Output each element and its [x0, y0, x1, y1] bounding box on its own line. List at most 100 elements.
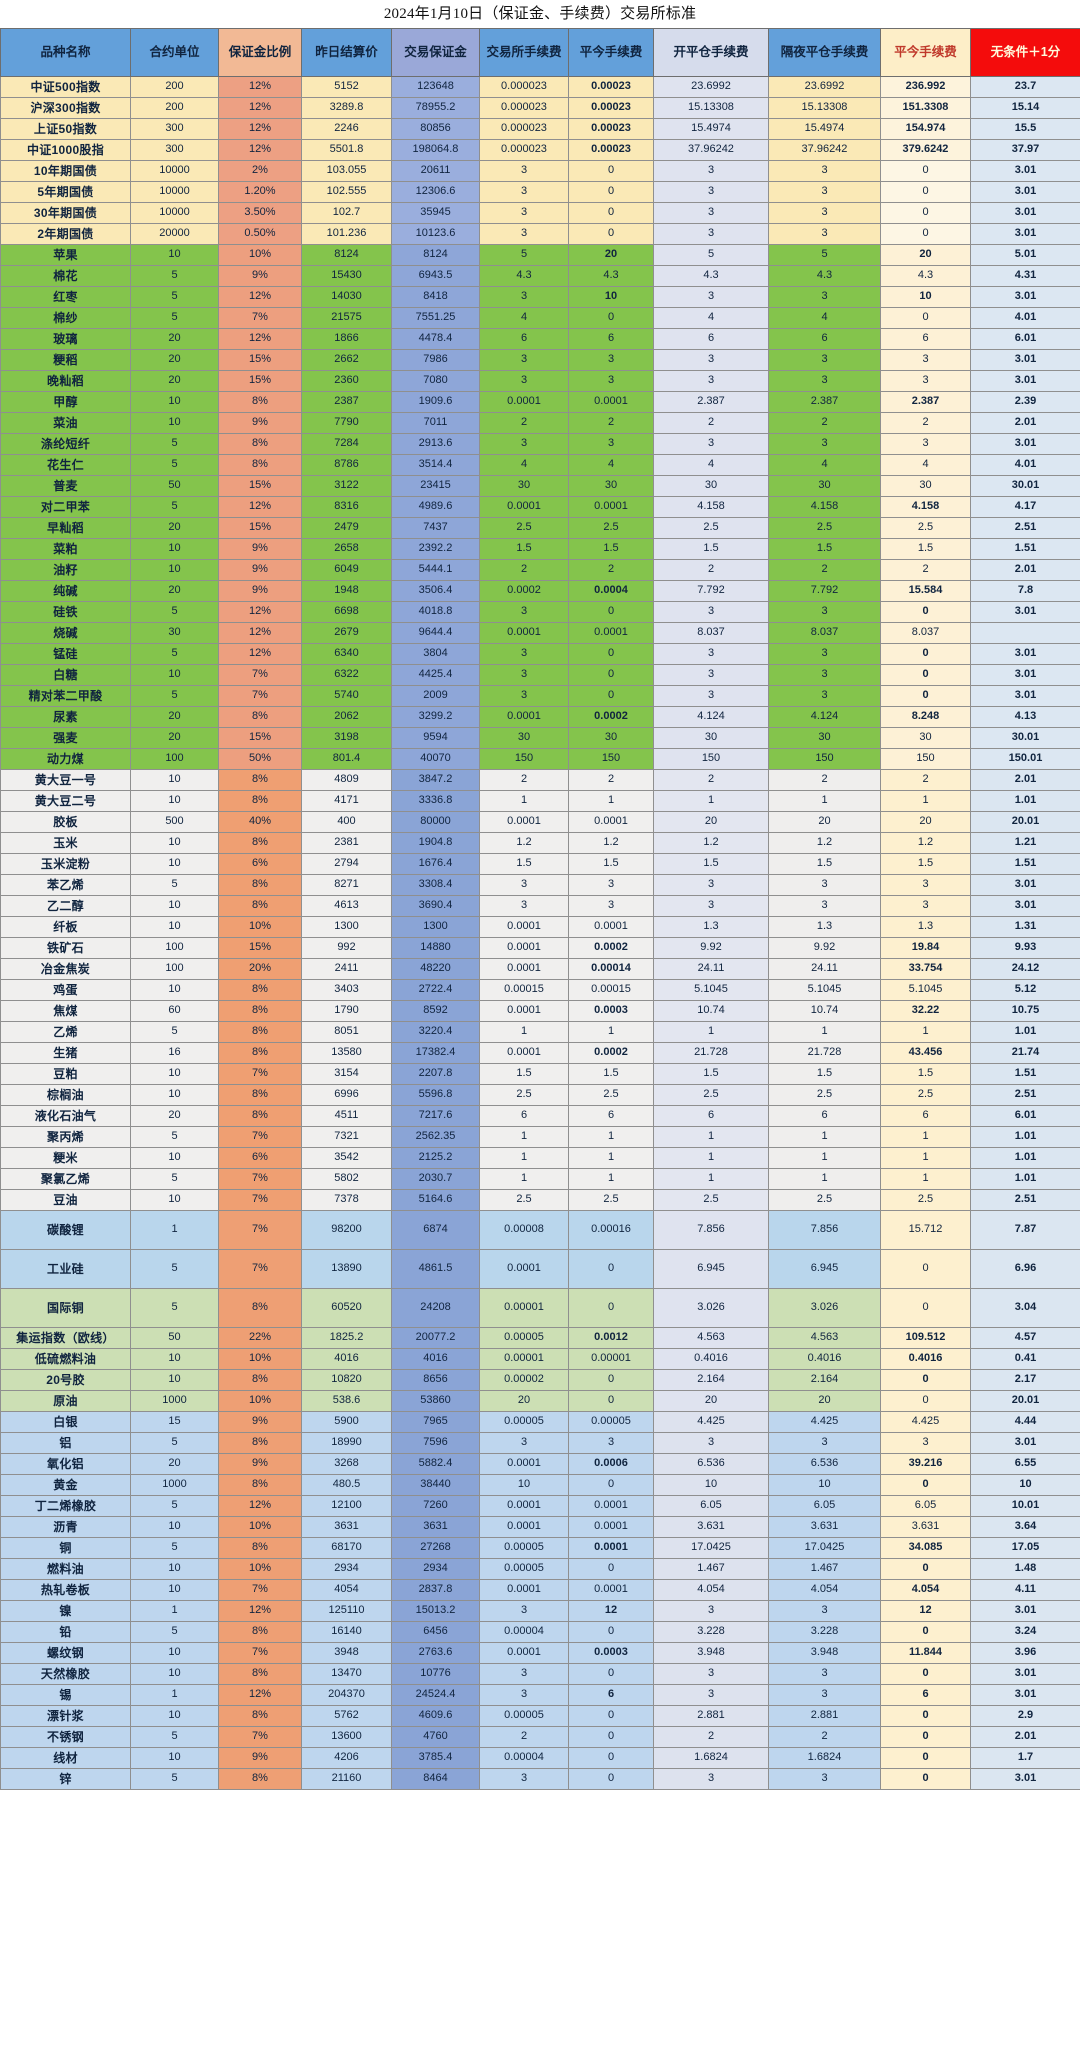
table-row[interactable]: 天然橡胶 10 8% 13470 10776 3 0 3 3 0 3.01 — [0, 1663, 1080, 1685]
table-row[interactable]: 燃料油 10 10% 2934 2934 0.00005 0 1.467 1.467 0 1.48 — [0, 1558, 1080, 1580]
table-row[interactable]: 集运指数（欧线） 50 22% 1825.2 20077.2 0.00005 0.0012 4… — [0, 1327, 1080, 1349]
table-row[interactable]: 锌 5 8% 21160 8464 3 0 3 3 0 3.01 — [0, 1768, 1080, 1790]
table-row[interactable]: 普麦 50 15% 3122 23415 30 30 30 30 30 30.01 — [0, 475, 1080, 497]
table-row[interactable]: 螺纹钢 10 7% 3948 2763.6 0.0001 0.0003 3.948 3.948 1… — [0, 1642, 1080, 1664]
table-row[interactable]: 对二甲苯 5 12% 8316 4989.6 0.0001 0.0001 4.158 4.158… — [0, 496, 1080, 518]
table-row[interactable]: 油籽 10 9% 6049 5444.1 2 2 2 2 2 2.01 — [0, 559, 1080, 581]
table-row[interactable]: 液化石油气 20 8% 4511 7217.6 6 6 6 6 6 6.01 — [0, 1105, 1080, 1127]
column-header-7[interactable]: 开平仓手续费 — [653, 28, 769, 77]
table-row[interactable]: 乙烯 5 8% 8051 3220.4 1 1 1 1 1 1.01 — [0, 1021, 1080, 1043]
table-row[interactable]: 聚氯乙烯 5 7% 5802 2030.7 1 1 1 1 1 1.01 — [0, 1168, 1080, 1190]
table-row[interactable]: 中证500指数 200 12% 5152 123648 0.000023 0.00023 23… — [0, 76, 1080, 98]
table-row[interactable]: 镍 1 12% 125110 15013.2 3 12 3 3 12 3.01 — [0, 1600, 1080, 1622]
table-row[interactable]: 上证50指数 300 12% 2246 80856 0.000023 0.00023 15.4… — [0, 118, 1080, 140]
table-row[interactable]: 菜油 10 9% 7790 7011 2 2 2 2 2 2.01 — [0, 412, 1080, 434]
table-row[interactable]: 不锈钢 5 7% 13600 4760 2 0 2 2 0 2.01 — [0, 1726, 1080, 1748]
column-header-8[interactable]: 隔夜平仓手续费 — [768, 28, 881, 77]
table-row[interactable]: 工业硅 5 7% 13890 4861.5 0.0001 0 6.945 6.945 0 6.96 — [0, 1249, 1080, 1289]
table-row[interactable]: 玻璃 20 12% 1866 4478.4 6 6 6 6 6 6.01 — [0, 328, 1080, 350]
table-row[interactable]: 棕榈油 10 8% 6996 5596.8 2.5 2.5 2.5 2.5 2.5 2.51 — [0, 1084, 1080, 1106]
data-cell-c6: 0.0001 — [568, 1495, 654, 1517]
table-row[interactable]: 晚籼稻 20 15% 2360 7080 3 3 3 3 3 3.01 — [0, 370, 1080, 392]
table-row[interactable]: 强麦 20 15% 3198 9594 30 30 30 30 30 30.01 — [0, 727, 1080, 749]
table-row[interactable]: 早籼稻 20 15% 2479 7437 2.5 2.5 2.5 2.5 2.5 2.51 — [0, 517, 1080, 539]
column-header-6[interactable]: 平今手续费 — [568, 28, 654, 77]
table-row[interactable]: 甲醇 10 8% 2387 1909.6 0.0001 0.0001 2.387 2.387 2.… — [0, 391, 1080, 413]
data-cell-c8: 3.026 — [768, 1288, 881, 1328]
data-cell-c6: 0 — [568, 160, 654, 182]
table-row[interactable]: 硅铁 5 12% 6698 4018.8 3 0 3 3 0 3.01 — [0, 601, 1080, 623]
data-cell-c7: 20 — [653, 1390, 769, 1412]
table-row[interactable]: 苹果 10 10% 8124 8124 5 20 5 5 20 5.01 — [0, 244, 1080, 266]
table-row[interactable]: 纯碱 20 9% 1948 3506.4 0.0002 0.0004 7.792 7.792 15… — [0, 580, 1080, 602]
table-row[interactable]: 尿素 20 8% 2062 3299.2 0.0001 0.0002 4.124 4.124 8.… — [0, 706, 1080, 728]
column-header-2[interactable]: 保证金比例 — [218, 28, 302, 77]
table-row[interactable]: 5年期国债 10000 1.20% 102.555 12306.6 3 0 3 3 0 3.01 — [0, 181, 1080, 203]
table-row[interactable]: 黄大豆二号 10 8% 4171 3336.8 1 1 1 1 1 1.01 — [0, 790, 1080, 812]
column-header-3[interactable]: 昨日结算价 — [301, 28, 392, 77]
table-row[interactable]: 花生仁 5 8% 8786 3514.4 4 4 4 4 4 4.01 — [0, 454, 1080, 476]
table-row[interactable]: 豆油 10 7% 7378 5164.6 2.5 2.5 2.5 2.5 2.5 2.51 — [0, 1189, 1080, 1211]
table-row[interactable]: 棉纱 5 7% 21575 7551.25 4 0 4 4 0 4.01 — [0, 307, 1080, 329]
table-row[interactable]: 棉花 5 9% 15430 6943.5 4.3 4.3 4.3 4.3 4.3 4.31 — [0, 265, 1080, 287]
table-row[interactable]: 原油 1000 10% 538.6 53860 20 0 20 20 0 20.01 — [0, 1390, 1080, 1412]
table-row[interactable]: 氧化铝 20 9% 3268 5882.4 0.0001 0.0006 6.536 6.536 3… — [0, 1453, 1080, 1475]
table-row[interactable]: 国际铜 5 8% 60520 24208 0.00001 0 3.026 3.026 0 3.04 — [0, 1288, 1080, 1328]
table-row[interactable]: 锰硅 5 12% 6340 3804 3 0 3 3 0 3.01 — [0, 643, 1080, 665]
table-row[interactable]: 2年期国债 20000 0.50% 101.236 10123.6 3 0 3 3 0 3.01 — [0, 223, 1080, 245]
table-row[interactable]: 铅 5 8% 16140 6456 0.00004 0 3.228 3.228 0 3.24 — [0, 1621, 1080, 1643]
table-row[interactable]: 沥青 10 10% 3631 3631 0.0001 0.0001 3.631 3.631 3.6… — [0, 1516, 1080, 1538]
data-cell-c6: 0.0012 — [568, 1327, 654, 1349]
table-row[interactable]: 热轧卷板 10 7% 4054 2837.8 0.0001 0.0001 4.054 4.054… — [0, 1579, 1080, 1601]
table-row[interactable]: 菜粕 10 9% 2658 2392.2 1.5 1.5 1.5 1.5 1.5 1.51 — [0, 538, 1080, 560]
table-row[interactable]: 锡 1 12% 204370 24524.4 3 6 3 3 6 3.01 — [0, 1684, 1080, 1706]
table-row[interactable]: 苯乙烯 5 8% 8271 3308.4 3 3 3 3 3 3.01 — [0, 874, 1080, 896]
table-row[interactable]: 白糖 10 7% 6322 4425.4 3 0 3 3 0 3.01 — [0, 664, 1080, 686]
table-row[interactable]: 焦煤 60 8% 1790 8592 0.0001 0.0003 10.74 10.74 32.2… — [0, 1000, 1080, 1022]
table-row[interactable]: 30年期国债 10000 3.50% 102.7 35945 3 0 3 3 0 3.01 — [0, 202, 1080, 224]
data-cell-c8: 3 — [768, 433, 881, 455]
table-row[interactable]: 10年期国债 10000 2% 103.055 20611 3 0 3 3 0 3.01 — [0, 160, 1080, 182]
data-cell-c7: 37.96242 — [653, 139, 769, 161]
table-row[interactable]: 低硫燃料油 10 10% 4016 4016 0.00001 0.00001 0.4016 0.… — [0, 1348, 1080, 1370]
table-row[interactable]: 碳酸锂 1 7% 98200 6874 0.00008 0.00016 7.856 7.856 1… — [0, 1210, 1080, 1250]
column-header-4[interactable]: 交易保证金 — [391, 28, 480, 77]
table-row[interactable]: 粳稻 20 15% 2662 7986 3 3 3 3 3 3.01 — [0, 349, 1080, 371]
table-row[interactable]: 生猪 16 8% 13580 17382.4 0.0001 0.0002 21.728 21.7… — [0, 1042, 1080, 1064]
table-row[interactable]: 铝 5 8% 18990 7596 3 3 3 3 3 3.01 — [0, 1432, 1080, 1454]
column-header-0[interactable]: 品种名称 — [0, 28, 131, 77]
table-row[interactable]: 动力煤 100 50% 801.4 40070 150 150 150 150 150 150.01 — [0, 748, 1080, 770]
table-row[interactable]: 冶金焦炭 100 20% 2411 48220 0.0001 0.00014 24.11 24.… — [0, 958, 1080, 980]
table-row[interactable]: 线材 10 9% 4206 3785.4 0.00004 0 1.6824 1.6824 0 1.7 — [0, 1747, 1080, 1769]
column-header-5[interactable]: 交易所手续费 — [479, 28, 569, 77]
data-cell-c5: 5 — [479, 244, 569, 266]
table-row[interactable]: 20号胶 10 8% 10820 8656 0.00002 0 2.164 2.164 0 2.17 — [0, 1369, 1080, 1391]
column-header-10[interactable]: 无条件＋1分 — [970, 28, 1080, 77]
table-row[interactable]: 黄大豆一号 10 8% 4809 3847.2 2 2 2 2 2 2.01 — [0, 769, 1080, 791]
table-row[interactable]: 粳米 10 6% 3542 2125.2 1 1 1 1 1 1.01 — [0, 1147, 1080, 1169]
table-row[interactable]: 涤纶短纤 5 8% 7284 2913.6 3 3 3 3 3 3.01 — [0, 433, 1080, 455]
table-row[interactable]: 红枣 5 12% 14030 8418 3 10 3 3 10 3.01 — [0, 286, 1080, 308]
product-name-cell: 低硫燃料油 — [0, 1348, 131, 1370]
table-row[interactable]: 乙二醇 10 8% 4613 3690.4 3 3 3 3 3 3.01 — [0, 895, 1080, 917]
table-row[interactable]: 玉米淀粉 10 6% 2794 1676.4 1.5 1.5 1.5 1.5 1.5 1.51 — [0, 853, 1080, 875]
table-row[interactable]: 纤板 10 10% 1300 1300 0.0001 0.0001 1.3 1.3 1.3 1.31 — [0, 916, 1080, 938]
table-row[interactable]: 玉米 10 8% 2381 1904.8 1.2 1.2 1.2 1.2 1.2 1.21 — [0, 832, 1080, 854]
table-row[interactable]: 烧碱 30 12% 2679 9644.4 0.0001 0.0001 8.037 8.037 8… — [0, 622, 1080, 644]
table-row[interactable]: 精对苯二甲酸 5 7% 5740 2009 3 0 3 3 0 3.01 — [0, 685, 1080, 707]
table-row[interactable]: 豆粕 10 7% 3154 2207.8 1.5 1.5 1.5 1.5 1.5 1.51 — [0, 1063, 1080, 1085]
column-header-1[interactable]: 合约单位 — [130, 28, 219, 77]
data-cell-c1: 300 — [130, 139, 219, 161]
table-row[interactable]: 鸡蛋 10 8% 3403 2722.4 0.00015 0.00015 5.1045 5.10… — [0, 979, 1080, 1001]
table-row[interactable]: 黄金 1000 8% 480.5 38440 10 0 10 10 0 10 — [0, 1474, 1080, 1496]
table-row[interactable]: 铁矿石 100 15% 992 14880 0.0001 0.0002 9.92 9.92 19.… — [0, 937, 1080, 959]
table-row[interactable]: 铜 5 8% 68170 27268 0.00005 0.0001 17.0425 17.042… — [0, 1537, 1080, 1559]
table-row[interactable]: 胶板 500 40% 400 80000 0.0001 0.0001 20 20 20 20.01 — [0, 811, 1080, 833]
table-row[interactable]: 丁二烯橡胶 5 12% 12100 7260 0.0001 0.0001 6.05 6.05 6.… — [0, 1495, 1080, 1517]
table-row[interactable]: 沪深300指数 200 12% 3289.8 78955.2 0.000023 0.0002… — [0, 97, 1080, 119]
table-row[interactable]: 白银 15 9% 5900 7965 0.00005 0.00005 4.425 4.425 4.… — [0, 1411, 1080, 1433]
table-row[interactable]: 漂针浆 10 8% 5762 4609.6 0.00005 0 2.881 2.881 0 2.9 — [0, 1705, 1080, 1727]
column-header-9[interactable]: 平今手续费 — [880, 28, 971, 77]
table-row[interactable]: 聚丙烯 5 7% 7321 2562.35 1 1 1 1 1 1.01 — [0, 1126, 1080, 1148]
table-row[interactable]: 中证1000股指 300 12% 5501.8 198064.8 0.000023 0.00… — [0, 139, 1080, 161]
